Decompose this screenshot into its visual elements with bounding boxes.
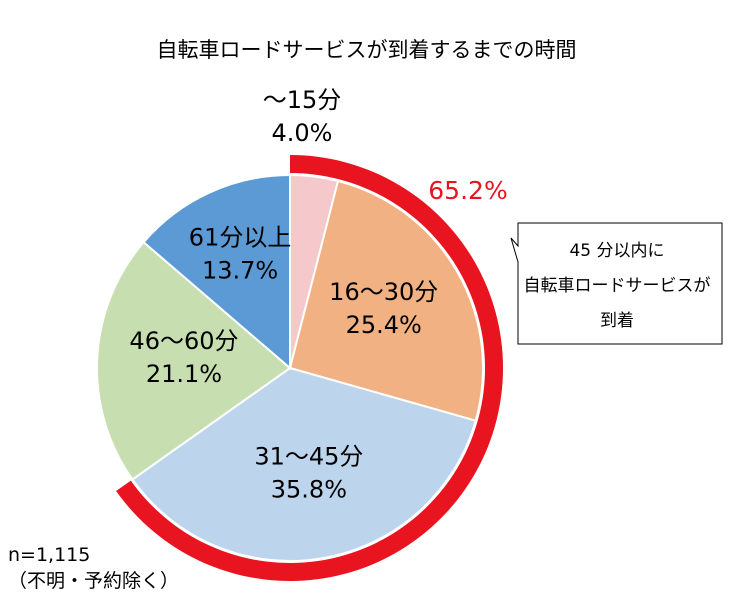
slice-label-2: 16～30分 [329,278,438,306]
slice-label-3: 31～45分 [254,442,363,470]
slice-label-4: 46～60分 [129,327,238,355]
slice-value-2: 25.4% [346,311,422,339]
chart-title: 自転車ロードサービスが到着するまでの時間 [156,38,577,62]
slice-value-1: 4.0% [272,119,333,147]
slice-label-5: 61分以上 [189,223,292,251]
slice-value-3: 35.8% [271,475,347,503]
sample-note: n=1,115 （不明・予約除く） [8,542,179,594]
callout-line-3: 到着 [600,311,634,331]
callout-bubble [510,222,723,345]
callout-line-2: 自転車ロードサービスが [523,276,711,296]
pie-slice-2 [288,179,484,422]
pie-slice-4 [96,240,292,481]
pie-slice-3 [131,366,477,562]
callout-box [510,222,723,345]
callout-text: 45 分以内に 自転車ロードサービスが 到着 [516,234,718,339]
callout-line-1: 45 分以内に [569,241,665,261]
pie-slices-layer [96,173,484,562]
slice-value-5: 13.7% [202,256,278,284]
highlight-arc-label: 65.2% [428,176,507,205]
pie-slice-5 [142,173,291,371]
sample-exclusion: （不明・予約除く） [8,570,180,592]
sample-size: n=1,115 [8,544,91,566]
slice-label-1: ～15分 [263,86,342,114]
slice-labels-layer: ～15分 4.0% 16～30分 25.4% 31～45分 35.8% 46～60分 21.1… [129,86,438,503]
slice-value-4: 21.1% [146,360,222,388]
